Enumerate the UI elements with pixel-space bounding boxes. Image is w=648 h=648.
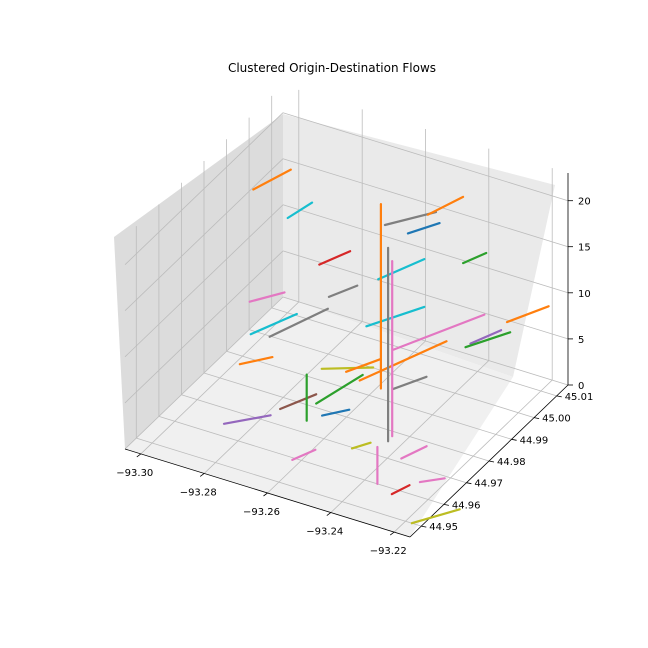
y-tick-mark xyxy=(534,417,540,419)
flow-segment xyxy=(222,414,272,425)
x-tick-label: −93.30 xyxy=(116,468,153,479)
flow-segment xyxy=(358,340,448,382)
left-pane xyxy=(114,114,283,449)
flow-segment xyxy=(391,375,428,391)
flow-segment xyxy=(464,331,512,349)
flow-segment xyxy=(252,168,292,191)
y-tick-mark xyxy=(466,482,472,485)
x-axis-line xyxy=(124,448,411,538)
z-tick-label: 0 xyxy=(578,381,584,392)
x-tick-mark xyxy=(389,531,395,536)
flow-segment xyxy=(345,358,382,373)
z-gridline-side xyxy=(124,250,284,404)
flow-segment xyxy=(469,329,503,345)
z-tick-label: 15 xyxy=(578,243,591,254)
flow-segment xyxy=(286,201,314,220)
z-gridline-back xyxy=(282,112,569,202)
y-tick-mark xyxy=(556,395,562,398)
x-tick-mark xyxy=(199,473,205,477)
flow-segment xyxy=(291,448,317,461)
y-tick-label: 44.99 xyxy=(520,435,549,446)
ticks-layer: −93.30 −93.28 −93.26 −93.24 −93.22 44.95 44.96… xyxy=(116,197,593,557)
flow-segment xyxy=(462,251,488,265)
flow-segment xyxy=(400,445,428,460)
y-tick-label: 45.01 xyxy=(565,392,594,403)
y-tick-label: 44.95 xyxy=(429,522,458,533)
y-tick-label: 44.98 xyxy=(497,457,526,468)
y-tick-mark xyxy=(488,460,495,463)
z-gridline-side xyxy=(124,204,284,358)
z-gridline-back xyxy=(282,204,569,294)
y-tick-mark xyxy=(443,504,449,506)
flow-segment xyxy=(377,258,426,281)
y-gridline-floor xyxy=(181,394,467,484)
y-tick-mark xyxy=(511,438,517,441)
flow-segment xyxy=(390,484,411,496)
x-tick-mark xyxy=(263,492,268,497)
y-gridline-floor xyxy=(271,307,557,397)
x-tick-label: −93.26 xyxy=(243,507,280,518)
y-gridline-floor xyxy=(203,372,490,462)
y-tick-label: 45.00 xyxy=(542,414,571,425)
flow-segment xyxy=(315,373,364,405)
flow-segment xyxy=(350,441,372,450)
x-tick-label: −93.22 xyxy=(370,546,407,557)
flow-segment xyxy=(320,366,375,370)
y-gridline-floor xyxy=(226,350,512,440)
x-tick-label: −93.24 xyxy=(306,527,343,538)
flow-segment xyxy=(406,222,441,235)
flow-segment xyxy=(410,508,461,525)
x-tick-label: −93.28 xyxy=(180,487,217,498)
y-axis-line xyxy=(409,384,569,538)
z-gridline-back xyxy=(282,250,569,340)
z-gridline-back xyxy=(282,158,569,248)
x-tick-mark xyxy=(326,512,332,516)
flow-segment xyxy=(238,356,274,366)
z-gridline-back xyxy=(282,296,569,386)
grid-layer xyxy=(124,89,569,533)
flow-segment xyxy=(318,250,352,266)
flow-segment xyxy=(321,408,351,417)
z-gridline-side xyxy=(124,112,284,265)
flow-segment xyxy=(248,291,286,303)
flow-segment xyxy=(268,307,329,338)
chart-title: Clustered Origin-Destination Flows xyxy=(228,61,436,75)
flow-segment xyxy=(327,284,359,298)
flow-segment xyxy=(426,195,465,216)
flows-layer xyxy=(222,168,550,525)
y-tick-mark xyxy=(421,525,427,528)
y-tick-label: 44.96 xyxy=(452,500,481,511)
z-tick-label: 10 xyxy=(578,289,591,300)
flow-segment xyxy=(365,305,426,328)
z-tick-label: 5 xyxy=(578,335,584,346)
x-tick-mark xyxy=(136,453,142,458)
axis-layer xyxy=(124,173,573,538)
z-tick-label: 20 xyxy=(578,197,591,208)
flow-segment xyxy=(249,312,298,336)
flow-segment xyxy=(505,305,550,324)
z-gridline-side xyxy=(124,296,284,450)
flow-segment xyxy=(418,477,446,484)
flow-segment xyxy=(279,393,318,411)
flow-segment xyxy=(392,313,486,351)
z-gridline-side xyxy=(124,158,284,311)
y-tick-label: 44.97 xyxy=(474,479,503,490)
floor-pane xyxy=(125,297,513,537)
y-gridline-floor xyxy=(136,437,422,527)
y-gridline-floor xyxy=(158,416,445,505)
